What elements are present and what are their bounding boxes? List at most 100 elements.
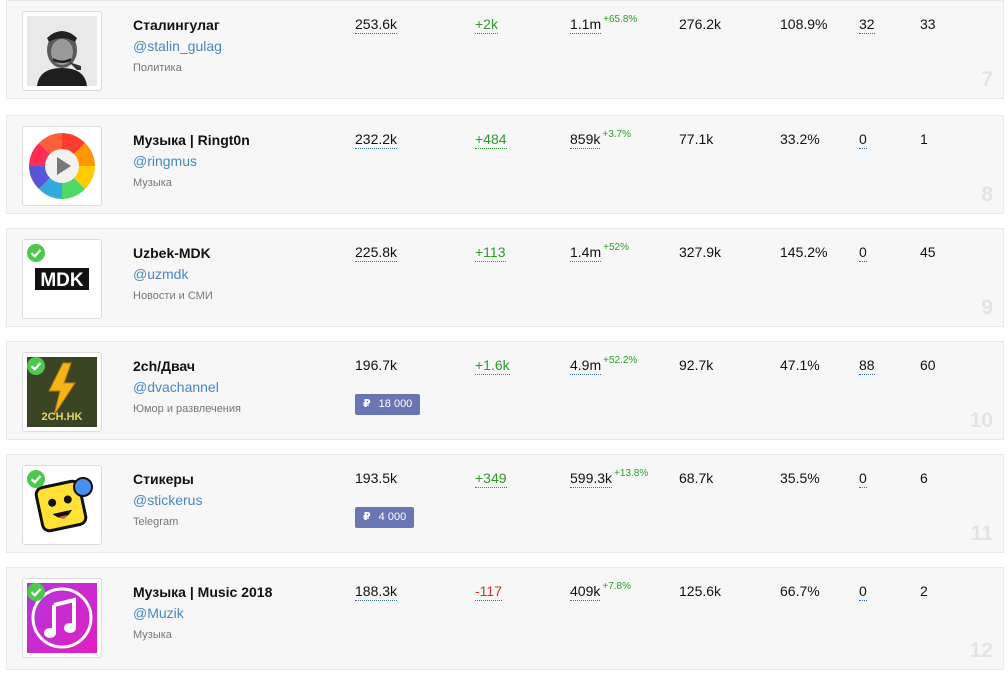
channel-category: Политика [133, 62, 182, 74]
channel-handle-link[interactable]: @uzmdk [133, 266, 189, 282]
rank-number: 12 [969, 639, 993, 662]
mentions-value[interactable]: 0 [859, 131, 867, 149]
channel-category: Новости и СМИ [133, 290, 213, 302]
reach-value[interactable]: 4.9m [570, 357, 602, 375]
reach-value[interactable]: 1.4m [570, 244, 602, 262]
posts-value: 33 [920, 16, 936, 32]
mentions-value[interactable]: 0 [859, 470, 867, 488]
portrait-image [27, 16, 97, 86]
reach-change: +65.8% [603, 14, 638, 25]
mentions-value[interactable]: 88 [859, 357, 875, 375]
channel-name[interactable]: Стикеры [133, 471, 194, 487]
ruble-icon: ₽ [363, 398, 371, 410]
reach-cell: 1.4m +52% [570, 242, 629, 262]
growth-value[interactable]: +2k [475, 16, 498, 34]
price-amount: 4 000 [378, 511, 407, 523]
reach-value[interactable]: 409k [570, 583, 601, 601]
posts-value: 6 [920, 470, 928, 486]
channel-handle-link[interactable]: @stalin_gulag [133, 38, 222, 54]
channel-row: MDK Uzbek-MDK @uzmdk Новости и СМИ 225.8… [6, 228, 1004, 327]
music-note-icon [27, 583, 97, 653]
reach-change: +3.7% [602, 129, 631, 140]
channel-avatar[interactable] [22, 578, 102, 658]
ruble-icon: ₽ [363, 511, 371, 523]
views-value: 92.7k [679, 357, 714, 373]
growth-value[interactable]: +484 [475, 131, 507, 149]
views-value: 276.2k [679, 16, 722, 32]
channel-category: Музыка [133, 177, 172, 189]
verified-icon [27, 583, 45, 601]
verified-icon [27, 357, 45, 375]
er-value: 145.2% [780, 244, 828, 260]
channel-category: Юмор и развлечения [133, 403, 241, 415]
price-amount: 18 000 [378, 398, 413, 410]
reach-cell: 409k +7.8% [570, 581, 631, 601]
subscribers-value: 193.5k [355, 470, 398, 486]
growth-value[interactable]: +349 [475, 470, 507, 488]
channel-avatar[interactable]: MDK [22, 239, 102, 319]
channel-avatar[interactable] [22, 11, 102, 91]
price-badge[interactable]: ₽18 000 [355, 394, 421, 415]
er-value: 47.1% [780, 357, 820, 373]
channel-avatar[interactable] [22, 465, 102, 545]
reach-cell: 4.9m +52.2% [570, 355, 638, 375]
channel-handle-link[interactable]: @Muzik [133, 605, 184, 621]
mentions-value[interactable]: 0 [859, 244, 867, 262]
views-value: 77.1k [679, 131, 714, 147]
channel-handle-link[interactable]: @stickerus [133, 492, 203, 508]
reach-cell: 599.3k +13.8% [570, 468, 649, 488]
views-value: 125.6k [679, 583, 722, 599]
subscribers-value[interactable]: 253.6k [355, 16, 398, 34]
posts-value: 60 [920, 357, 936, 373]
views-value: 327.9k [679, 244, 722, 260]
reach-value[interactable]: 1.1m [570, 16, 602, 34]
posts-value: 1 [920, 131, 928, 147]
views-value: 68.7k [679, 470, 714, 486]
sticker-face-icon [27, 470, 97, 540]
channel-row: Музыка | Ringt0n @ringmus Музыка 232.2k … [6, 115, 1004, 214]
mentions-value[interactable]: 0 [859, 583, 867, 601]
channel-avatar[interactable]: 2CH.HK [22, 352, 102, 432]
channel-name[interactable]: Сталингулаг [133, 17, 220, 33]
reach-value[interactable]: 599.3k [570, 470, 613, 488]
reach-change: +52% [603, 242, 629, 253]
channel-row: Музыка | Music 2018 @Muzik Музыка 188.3k… [6, 567, 1004, 670]
reach-change: +13.8% [614, 468, 649, 479]
channel-name[interactable]: Uzbek-MDK [133, 245, 211, 261]
play-gear-icon [29, 133, 95, 199]
channel-name[interactable]: 2ch/Двач [133, 358, 195, 374]
channel-category: Музыка [133, 629, 172, 641]
channel-handle-link[interactable]: @ringmus [133, 153, 198, 169]
er-value: 108.9% [780, 16, 828, 32]
reach-value[interactable]: 859k [570, 131, 601, 149]
channel-name[interactable]: Музыка | Ringt0n [133, 132, 250, 148]
svg-text:2CH.HK: 2CH.HK [42, 411, 83, 423]
channel-category: Telegram [133, 516, 179, 528]
subscribers-value[interactable]: 232.2k [355, 131, 398, 149]
growth-value[interactable]: +113 [475, 244, 506, 262]
channel-row: Сталингулаг @stalin_gulag Политика 253.6… [6, 0, 1004, 99]
rank-number: 11 [970, 522, 993, 545]
channel-row: 2CH.HK 2ch/Двач @dvachannel Юмор и развл… [6, 341, 1004, 440]
subscribers-value: 196.7k [355, 357, 398, 373]
mdk-logo: MDK [27, 244, 97, 314]
subscribers-value[interactable]: 188.3k [355, 583, 398, 601]
subscribers-value[interactable]: 225.8k [355, 244, 398, 262]
channel-handle-link[interactable]: @dvachannel [133, 379, 219, 395]
posts-value: 2 [920, 583, 928, 599]
channel-avatar[interactable] [22, 126, 102, 206]
reach-change: +52.2% [603, 355, 638, 366]
reach-cell: 1.1m +65.8% [570, 14, 638, 34]
er-value: 33.2% [780, 131, 820, 147]
rank-number: 9 [981, 296, 993, 319]
er-value: 66.7% [780, 583, 820, 599]
price-badge[interactable]: ₽4 000 [355, 507, 415, 528]
rank-number: 7 [981, 68, 993, 91]
channel-name[interactable]: Музыка | Music 2018 [133, 584, 273, 600]
verified-icon [27, 470, 45, 488]
posts-value: 45 [920, 244, 936, 260]
growth-value[interactable]: +1.6k [475, 357, 510, 375]
mentions-value[interactable]: 32 [859, 16, 875, 34]
growth-value[interactable]: -117 [475, 583, 502, 601]
